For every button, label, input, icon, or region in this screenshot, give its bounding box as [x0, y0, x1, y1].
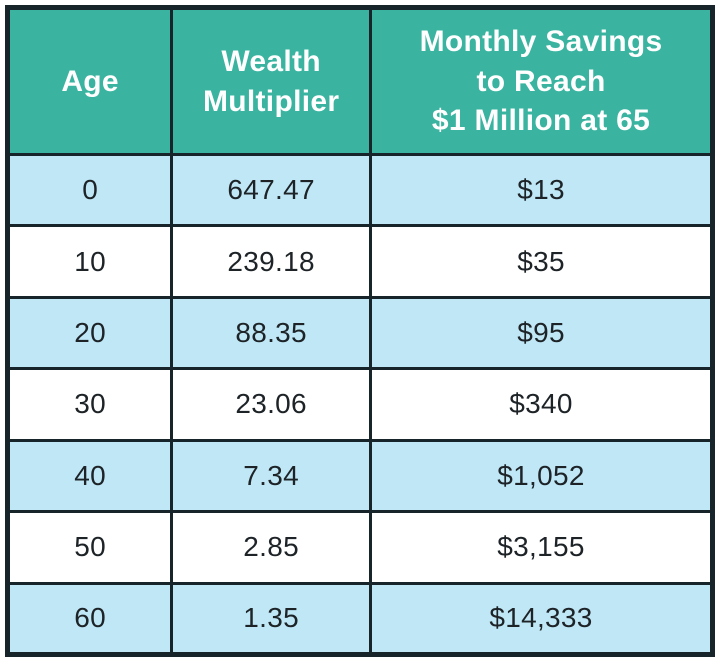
- table-header: Age Wealth Multiplier Monthly Savings to…: [5, 6, 714, 156]
- age-cell: 0: [5, 152, 174, 228]
- wealth-multiplier-cell: 88.35: [170, 295, 373, 371]
- monthly-savings-cell: $340: [369, 367, 714, 442]
- monthly-savings-cell: $14,333: [369, 581, 714, 657]
- monthly-savings-cell: $1,052: [369, 438, 714, 514]
- wealth-multiplier-cell: 2.85: [170, 510, 373, 585]
- table-row: 60 1.35 $14,333: [5, 581, 714, 657]
- age-cell: 20: [5, 295, 174, 371]
- wealth-multiplier-cell: 239.18: [170, 224, 373, 299]
- age-cell: 50: [5, 510, 174, 585]
- wealth-multiplier-cell: 23.06: [170, 367, 373, 442]
- table-row: 50 2.85 $3,155: [5, 510, 714, 585]
- table-body: 0 647.47 $13 10 239.18 $35 20 88.35 $95 30 23.06 $3…: [5, 152, 714, 657]
- table-row: 0 647.47 $13: [5, 152, 714, 228]
- monthly-savings-cell: $35: [369, 224, 714, 299]
- table-row: 30 23.06 $340: [5, 367, 714, 442]
- age-cell: 10: [5, 224, 174, 299]
- wealth-multiplier-cell: 7.34: [170, 438, 373, 514]
- monthly-savings-cell: $3,155: [369, 510, 714, 585]
- monthly-savings-cell: $95: [369, 295, 714, 371]
- header-age: Age: [5, 6, 174, 156]
- age-cell: 40: [5, 438, 174, 514]
- header-row: Age Wealth Multiplier Monthly Savings to…: [5, 6, 714, 156]
- age-cell: 30: [5, 367, 174, 442]
- age-cell: 60: [5, 581, 174, 657]
- wealth-multiplier-cell: 1.35: [170, 581, 373, 657]
- header-monthly-savings: Monthly Savings to Reach $1 Million at 6…: [369, 6, 714, 156]
- monthly-savings-cell: $13: [369, 152, 714, 228]
- table-row: 10 239.18 $35: [5, 224, 714, 299]
- page: Age Wealth Multiplier Monthly Savings to…: [0, 5, 720, 667]
- wealth-multiplier-table: Age Wealth Multiplier Monthly Savings to…: [5, 5, 715, 657]
- table-row: 20 88.35 $95: [5, 295, 714, 371]
- table-row: 40 7.34 $1,052: [5, 438, 714, 514]
- header-wealth-multiplier: Wealth Multiplier: [170, 6, 373, 156]
- wealth-multiplier-cell: 647.47: [170, 152, 373, 228]
